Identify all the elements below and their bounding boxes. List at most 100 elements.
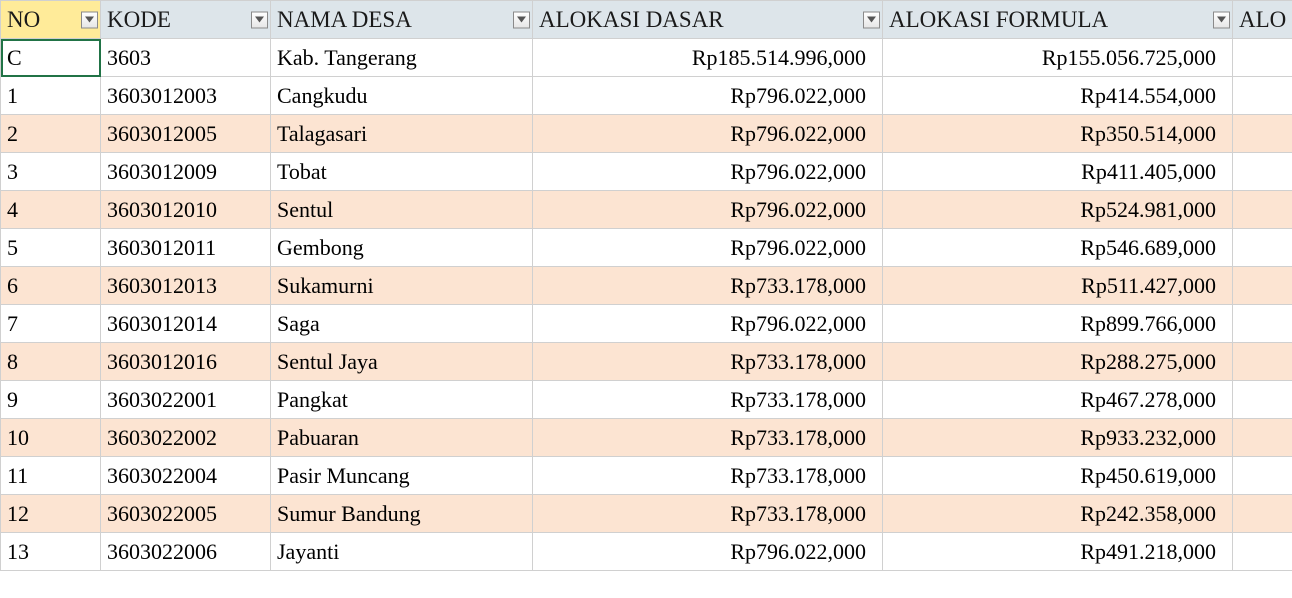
header-no[interactable]: NO [1, 1, 101, 39]
cell-formula[interactable]: Rp450.619,000 [883, 457, 1233, 495]
cell-dasar[interactable]: Rp733.178,000 [533, 419, 883, 457]
filter-dropdown-icon[interactable] [81, 11, 98, 28]
cell-extra[interactable] [1233, 153, 1292, 191]
cell-no[interactable]: 8 [1, 343, 101, 381]
cell-no[interactable]: 13 [1, 533, 101, 571]
cell-kode[interactable]: 3603012010 [101, 191, 271, 229]
cell-no[interactable]: C [1, 39, 101, 77]
cell-extra[interactable] [1233, 495, 1292, 533]
cell-extra[interactable] [1233, 381, 1292, 419]
cell-kode[interactable]: 3603012011 [101, 229, 271, 267]
cell-formula[interactable]: Rp288.275,000 [883, 343, 1233, 381]
header-extra[interactable]: ALO [1233, 1, 1292, 39]
cell-formula[interactable]: Rp491.218,000 [883, 533, 1233, 571]
cell-nama[interactable]: Kab. Tangerang [271, 39, 533, 77]
table-row[interactable]: 73603012014SagaRp796.022,000Rp899.766,00… [1, 305, 1292, 343]
cell-dasar[interactable]: Rp733.178,000 [533, 381, 883, 419]
cell-formula[interactable]: Rp414.554,000 [883, 77, 1233, 115]
cell-nama[interactable]: Sukamurni [271, 267, 533, 305]
cell-formula[interactable]: Rp524.981,000 [883, 191, 1233, 229]
cell-dasar[interactable]: Rp796.022,000 [533, 305, 883, 343]
data-table[interactable]: NO KODE NAMA DESA ALOKASI DASAR [0, 0, 1292, 571]
cell-extra[interactable] [1233, 39, 1292, 77]
filter-dropdown-icon[interactable] [1213, 11, 1230, 28]
cell-no[interactable]: 5 [1, 229, 101, 267]
table-row[interactable]: C3603Kab. TangerangRp185.514.996,000Rp15… [1, 39, 1292, 77]
cell-nama[interactable]: Tobat [271, 153, 533, 191]
cell-nama[interactable]: Sentul Jaya [271, 343, 533, 381]
cell-extra[interactable] [1233, 77, 1292, 115]
header-kode[interactable]: KODE [101, 1, 271, 39]
cell-dasar[interactable]: Rp796.022,000 [533, 533, 883, 571]
cell-nama[interactable]: Pasir Muncang [271, 457, 533, 495]
header-nama[interactable]: NAMA DESA [271, 1, 533, 39]
cell-nama[interactable]: Jayanti [271, 533, 533, 571]
table-row[interactable]: 13603012003CangkuduRp796.022,000Rp414.55… [1, 77, 1292, 115]
table-row[interactable]: 63603012013SukamurniRp733.178,000Rp511.4… [1, 267, 1292, 305]
cell-kode[interactable]: 3603 [101, 39, 271, 77]
cell-kode[interactable]: 3603022004 [101, 457, 271, 495]
cell-extra[interactable] [1233, 115, 1292, 153]
cell-formula[interactable]: Rp242.358,000 [883, 495, 1233, 533]
filter-dropdown-icon[interactable] [251, 11, 268, 28]
cell-formula[interactable]: Rp933.232,000 [883, 419, 1233, 457]
table-row[interactable]: 33603012009TobatRp796.022,000Rp411.405,0… [1, 153, 1292, 191]
cell-no[interactable]: 9 [1, 381, 101, 419]
cell-extra[interactable] [1233, 533, 1292, 571]
cell-formula[interactable]: Rp350.514,000 [883, 115, 1233, 153]
cell-kode[interactable]: 3603012005 [101, 115, 271, 153]
cell-nama[interactable]: Gembong [271, 229, 533, 267]
table-row[interactable]: 113603022004Pasir MuncangRp733.178,000Rp… [1, 457, 1292, 495]
cell-no[interactable]: 12 [1, 495, 101, 533]
cell-formula[interactable]: Rp899.766,000 [883, 305, 1233, 343]
header-dasar[interactable]: ALOKASI DASAR [533, 1, 883, 39]
table-row[interactable]: 133603022006JayantiRp796.022,000Rp491.21… [1, 533, 1292, 571]
cell-no[interactable]: 6 [1, 267, 101, 305]
cell-kode[interactable]: 3603022005 [101, 495, 271, 533]
cell-kode[interactable]: 3603012003 [101, 77, 271, 115]
cell-kode[interactable]: 3603022002 [101, 419, 271, 457]
cell-nama[interactable]: Talagasari [271, 115, 533, 153]
cell-extra[interactable] [1233, 457, 1292, 495]
cell-extra[interactable] [1233, 267, 1292, 305]
cell-formula[interactable]: Rp411.405,000 [883, 153, 1233, 191]
table-row[interactable]: 83603012016Sentul JayaRp733.178,000Rp288… [1, 343, 1292, 381]
cell-kode[interactable]: 3603022006 [101, 533, 271, 571]
cell-no[interactable]: 2 [1, 115, 101, 153]
cell-no[interactable]: 3 [1, 153, 101, 191]
cell-formula[interactable]: Rp155.056.725,000 [883, 39, 1233, 77]
cell-dasar[interactable]: Rp733.178,000 [533, 457, 883, 495]
cell-dasar[interactable]: Rp796.022,000 [533, 77, 883, 115]
cell-extra[interactable] [1233, 305, 1292, 343]
cell-extra[interactable] [1233, 419, 1292, 457]
cell-dasar[interactable]: Rp733.178,000 [533, 495, 883, 533]
cell-dasar[interactable]: Rp796.022,000 [533, 191, 883, 229]
cell-kode[interactable]: 3603012009 [101, 153, 271, 191]
filter-dropdown-icon[interactable] [513, 11, 530, 28]
cell-nama[interactable]: Saga [271, 305, 533, 343]
cell-no[interactable]: 10 [1, 419, 101, 457]
table-row[interactable]: 23603012005TalagasariRp796.022,000Rp350.… [1, 115, 1292, 153]
cell-dasar[interactable]: Rp185.514.996,000 [533, 39, 883, 77]
header-formula[interactable]: ALOKASI FORMULA [883, 1, 1233, 39]
table-row[interactable]: 93603022001PangkatRp733.178,000Rp467.278… [1, 381, 1292, 419]
cell-no[interactable]: 7 [1, 305, 101, 343]
cell-nama[interactable]: Pabuaran [271, 419, 533, 457]
cell-formula[interactable]: Rp546.689,000 [883, 229, 1233, 267]
cell-kode[interactable]: 3603022001 [101, 381, 271, 419]
cell-no[interactable]: 11 [1, 457, 101, 495]
cell-dasar[interactable]: Rp733.178,000 [533, 267, 883, 305]
filter-dropdown-icon[interactable] [863, 11, 880, 28]
table-row[interactable]: 43603012010SentulRp796.022,000Rp524.981,… [1, 191, 1292, 229]
cell-extra[interactable] [1233, 229, 1292, 267]
cell-no[interactable]: 4 [1, 191, 101, 229]
cell-dasar[interactable]: Rp796.022,000 [533, 153, 883, 191]
cell-dasar[interactable]: Rp796.022,000 [533, 115, 883, 153]
table-row[interactable]: 103603022002PabuaranRp733.178,000Rp933.2… [1, 419, 1292, 457]
cell-formula[interactable]: Rp511.427,000 [883, 267, 1233, 305]
cell-dasar[interactable]: Rp796.022,000 [533, 229, 883, 267]
cell-nama[interactable]: Sentul [271, 191, 533, 229]
cell-kode[interactable]: 3603012016 [101, 343, 271, 381]
cell-extra[interactable] [1233, 191, 1292, 229]
cell-formula[interactable]: Rp467.278,000 [883, 381, 1233, 419]
